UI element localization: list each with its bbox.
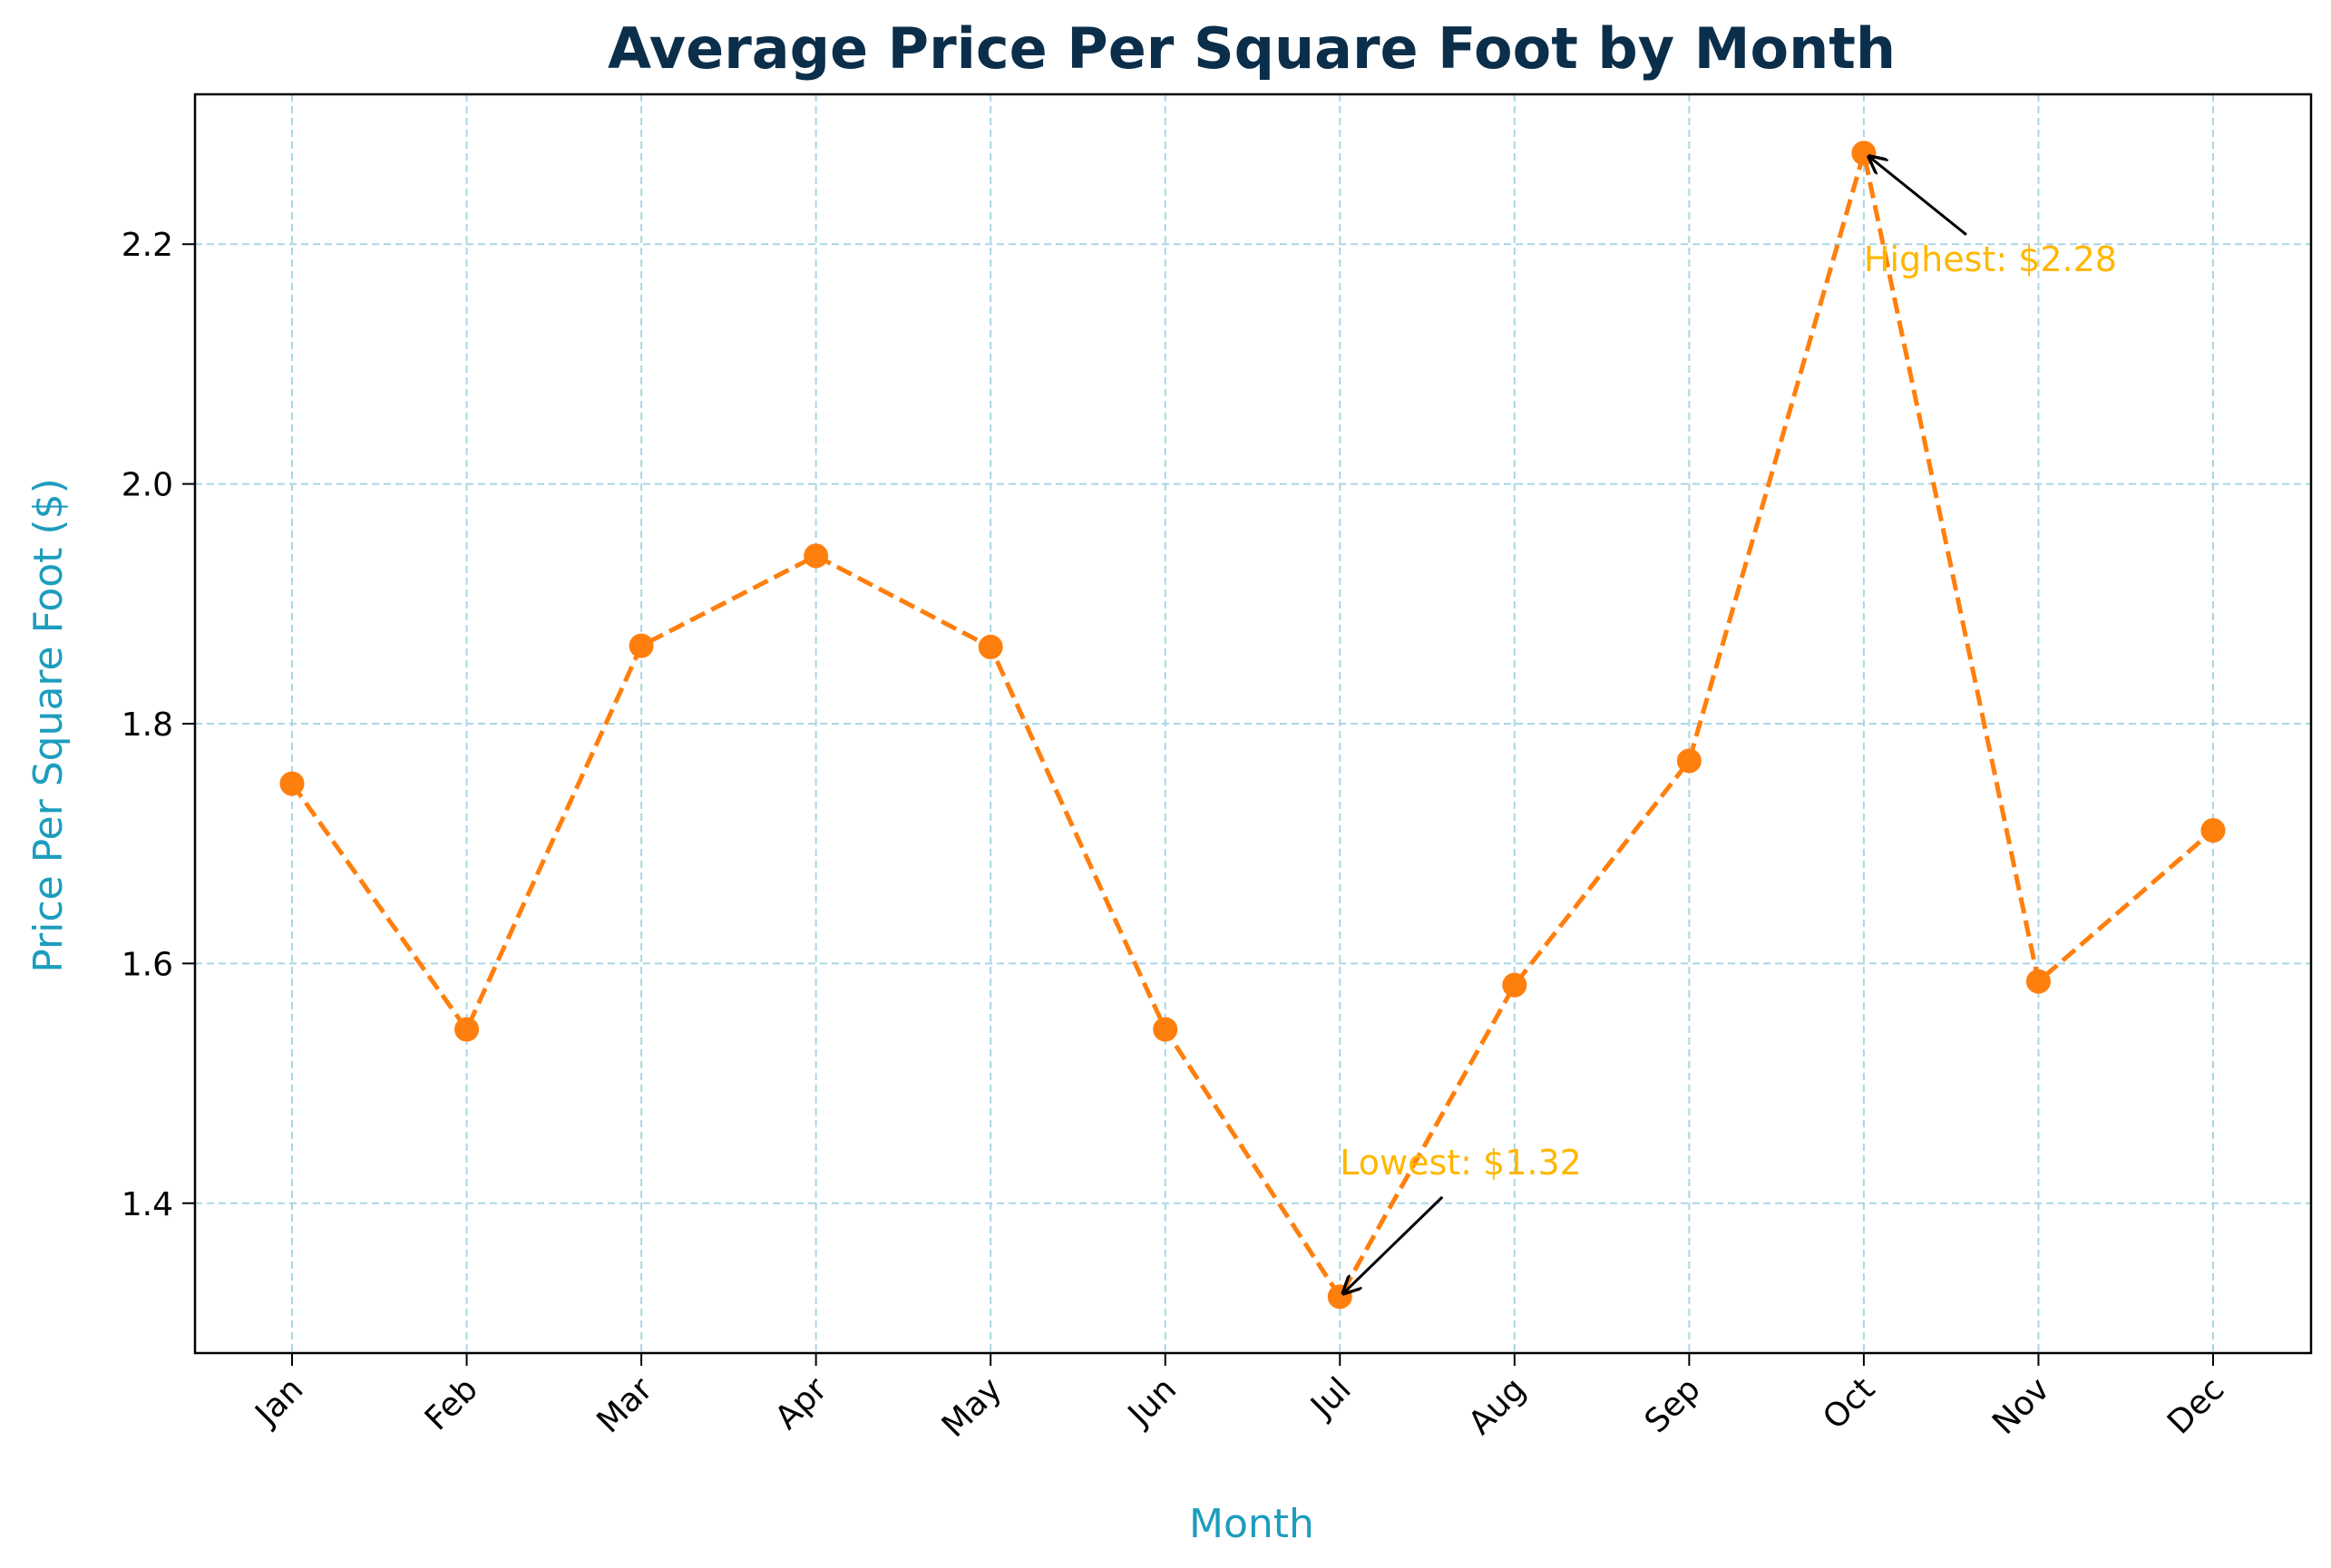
x-axis-ticks: Jan Feb Mar Apr May Jun Jul Aug Sep Oct Nov Dec <box>248 1353 2231 1445</box>
x-axis-label: Month <box>1189 1501 1314 1547</box>
data-points <box>279 141 2226 1310</box>
data-point <box>2200 818 2226 843</box>
grid-lines <box>195 94 2311 1353</box>
data-point <box>2025 969 2051 994</box>
x-tick-label: Nov <box>1985 1370 2057 1442</box>
chart-title: Average Price Per Square Foot by Month <box>608 15 1896 82</box>
annotation-label-lowest: Lowest: $1.32 <box>1340 1143 1582 1183</box>
data-point <box>1851 141 1877 166</box>
data-point <box>804 543 829 569</box>
annotation-arrow-highest <box>1869 157 1967 236</box>
x-tick-label: Mar <box>590 1370 659 1440</box>
annotations: Lowest: $1.32 Highest: $2.28 <box>1340 157 2117 1293</box>
x-tick-label: Dec <box>2160 1370 2231 1441</box>
y-tick-label: 1.8 <box>122 706 173 744</box>
data-point <box>1502 972 1527 998</box>
y-axis-ticks: 1.4 1.6 1.8 2.0 2.2 <box>122 227 195 1223</box>
data-point <box>279 771 305 796</box>
data-point <box>454 1017 480 1042</box>
x-tick-label: Aug <box>1461 1370 1533 1442</box>
data-point <box>629 633 654 658</box>
x-tick-label: Jun <box>1120 1370 1184 1434</box>
data-point <box>1676 748 1702 774</box>
y-tick-label: 2.2 <box>122 227 173 264</box>
x-tick-label: Apr <box>768 1370 834 1437</box>
x-tick-label: Sep <box>1638 1370 1708 1440</box>
data-point <box>978 634 1003 659</box>
x-tick-label: Jan <box>248 1370 311 1434</box>
series-line <box>289 151 2215 1300</box>
data-point <box>1153 1017 1178 1042</box>
y-tick-label: 1.6 <box>122 946 173 983</box>
x-tick-label: May <box>935 1370 1009 1445</box>
y-tick-label: 2.0 <box>122 467 173 504</box>
series-polyline <box>289 151 2215 1300</box>
x-tick-label: Jul <box>1303 1370 1359 1426</box>
x-tick-label: Feb <box>418 1370 485 1437</box>
annotation-label-highest: Highest: $2.28 <box>1864 239 2117 279</box>
y-axis-label: Price Per Square Foot ($) <box>25 478 72 972</box>
annotation-arrow-lowest <box>1343 1195 1444 1293</box>
x-tick-label: Oct <box>1816 1370 1882 1437</box>
y-tick-label: 1.4 <box>122 1186 173 1223</box>
